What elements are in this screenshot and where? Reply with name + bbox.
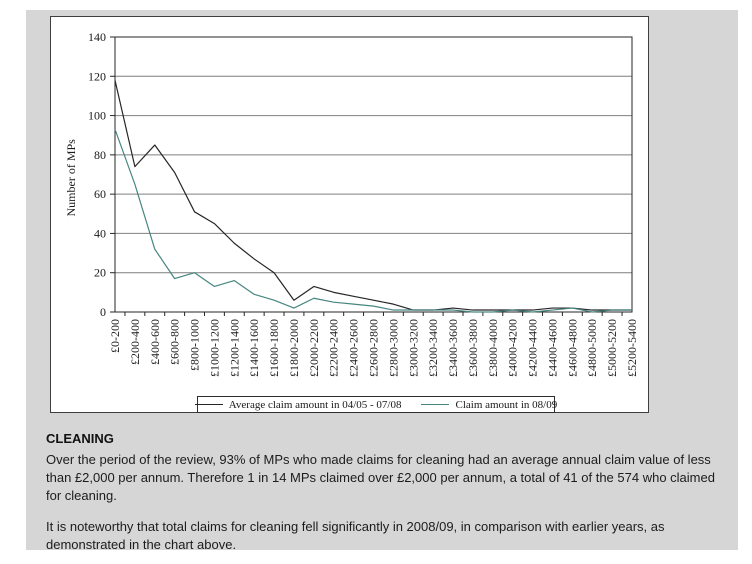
x-tick-label: £1200-1400	[227, 319, 241, 377]
x-tick-label: £200-400	[128, 319, 142, 365]
series-line-1	[114, 80, 632, 311]
y-tick-label: 100	[88, 109, 106, 123]
x-tick-label: £3800-4000	[486, 319, 500, 377]
y-tick-label: 80	[94, 148, 106, 162]
x-tick-label: £5000-5200	[605, 319, 619, 377]
x-tick-label: £0-200	[108, 319, 122, 353]
x-tick-label: £1000-1200	[207, 319, 221, 377]
y-tick-label: 140	[88, 30, 106, 44]
legend-line-sample	[194, 404, 223, 405]
x-tick-label: £3600-3800	[466, 319, 480, 377]
x-tick-label: £2600-2800	[367, 319, 381, 377]
paragraph-noteworthy: It is noteworthy that total claims for c…	[46, 519, 665, 552]
x-tick-label: £4400-4600	[545, 319, 559, 377]
x-tick-label: £2800-3000	[386, 319, 400, 377]
x-tick-label: £3400-3600	[446, 319, 460, 377]
x-tick-label: £4600-4800	[565, 319, 579, 377]
x-tick-label: £1400-1600	[247, 319, 261, 377]
legend-label: Claim amount in 08/09	[455, 398, 558, 411]
document-canvas: 0 20 40 60 80 100 120 140 £0-200 £200-400 £400-600…	[26, 10, 738, 552]
legend-line-sample	[421, 404, 450, 405]
chart-legend: Average claim amount in 04/05 - 07/08 Cla…	[194, 396, 557, 413]
chart-panel: 0 20 40 60 80 100 120 140 £0-200 £200-400 £400-600…	[50, 16, 649, 413]
x-tick-label: £4000-4200	[506, 319, 520, 377]
x-tick-label: £1800-2000	[287, 319, 301, 377]
x-tick-label: £3200-3400	[426, 319, 440, 377]
legend-label: Average claim amount in 04/05 - 07/08	[228, 398, 402, 411]
x-tick-label: £400-600	[148, 319, 162, 365]
plot-border	[114, 36, 633, 313]
legend-item-2: Claim amount in 08/09	[421, 399, 557, 411]
series-line-2	[114, 129, 632, 313]
x-tick-label: £2200-2400	[327, 319, 341, 377]
y-axis-title: Number of MPs	[64, 139, 78, 217]
x-tick-label: £600-800	[168, 319, 182, 365]
legend-item-1: Average claim amount in 04/05 - 07/08	[194, 398, 402, 411]
x-tick-label: £3000-3200	[406, 319, 420, 377]
y-tick-label: 120	[88, 69, 106, 83]
x-tick-label: £2400-2600	[347, 319, 361, 377]
section-heading: CLEANING	[46, 431, 114, 446]
y-tick-label: 0	[100, 305, 106, 319]
y-tick-label: 40	[94, 226, 106, 240]
y-tick-label: 20	[94, 266, 106, 280]
x-tick-label: £4800-5000	[585, 319, 599, 377]
y-tick-label: 60	[94, 187, 106, 201]
paragraph-claims-summary: Over the period of the review, 93% of MP…	[46, 452, 715, 503]
text-block: CLEANING Over the period of the review, …	[46, 430, 722, 554]
chart-svg: 0 20 40 60 80 100 120 140 £0-200 £200-400 £400-600…	[64, 30, 639, 377]
x-tick-label: £1600-1800	[267, 319, 281, 377]
x-tick-label: £5200-5400	[625, 319, 639, 377]
x-tick-label: £4200-4400	[526, 319, 540, 377]
x-tick-label: £2000-2200	[307, 319, 321, 377]
x-tick-label: £800-1000	[188, 319, 202, 371]
